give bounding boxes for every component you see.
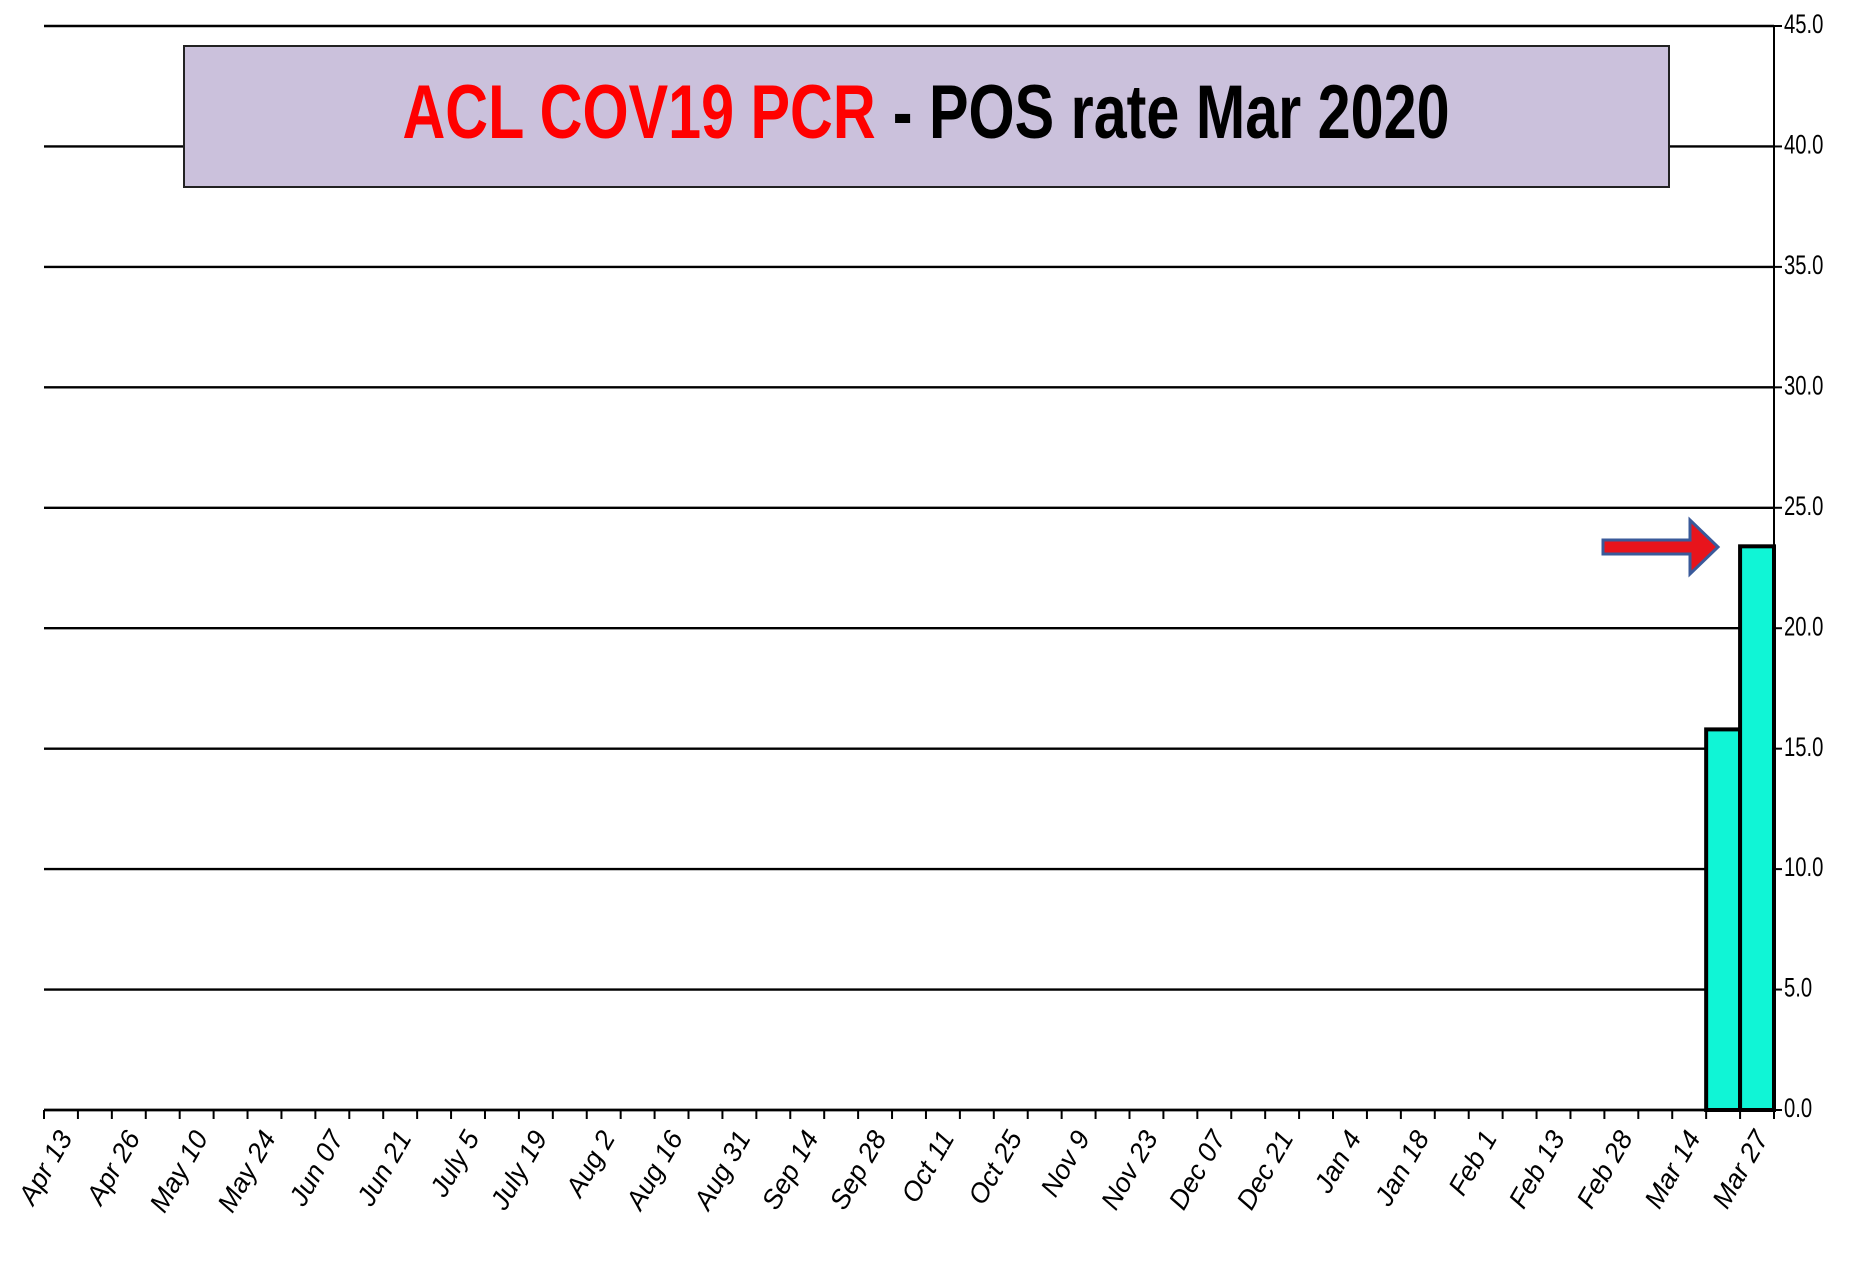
title-part: - POS rate Mar 2020 <box>893 70 1450 155</box>
x-tick-label: Dec 21 <box>1231 1126 1300 1215</box>
x-tick-label: Mar 27 <box>1706 1125 1774 1214</box>
y-tick-label: 25.0 <box>1784 491 1823 522</box>
x-tick-label: Feb 13 <box>1503 1126 1571 1214</box>
x-tick-label: Feb 1 <box>1443 1126 1504 1201</box>
y-tick-label: 35.0 <box>1784 250 1823 281</box>
y-tick-label: 15.0 <box>1784 732 1823 763</box>
x-tick-label: Aug 2 <box>559 1126 621 1204</box>
y-tick-label: 0.0 <box>1784 1093 1812 1124</box>
arrow <box>1601 516 1721 578</box>
x-tick-label: Mar 14 <box>1639 1126 1707 1214</box>
x-tick-label: Feb 28 <box>1571 1126 1639 1214</box>
bar <box>1738 544 1777 1112</box>
x-tick-label: Aug 31 <box>687 1126 757 1217</box>
x-tick-label: Apr 13 <box>12 1126 79 1212</box>
title-box <box>183 45 1670 188</box>
grid-layer <box>43 24 1782 1119</box>
y-tick-label: 5.0 <box>1784 973 1812 1004</box>
x-tick-label: Jan 4 <box>1308 1126 1368 1199</box>
x-tick-label: Oct 11 <box>896 1126 961 1208</box>
y-tick-label: 45.0 <box>1784 9 1823 40</box>
x-tick-label: July 19 <box>484 1126 553 1216</box>
x-tick-label: Dec 07 <box>1163 1125 1232 1215</box>
chart-title: ACL COV19 PCR - POS rate Mar 2020 <box>402 70 1449 155</box>
x-tick-label: May 10 <box>144 1126 214 1218</box>
bar <box>1704 727 1743 1112</box>
x-tick-label: Sep 28 <box>824 1126 893 1215</box>
x-tick-label: Aug 16 <box>619 1125 689 1217</box>
x-tick-label: Nov 9 <box>1035 1126 1096 1202</box>
x-tick-label: July 5 <box>424 1125 486 1203</box>
x-tick-label: Nov 23 <box>1095 1126 1164 1215</box>
y-tick-label: 20.0 <box>1784 612 1823 643</box>
x-tick-label: Oct 25 <box>962 1125 1028 1210</box>
y-tick-label: 10.0 <box>1784 852 1823 883</box>
x-tick-label: Sep 14 <box>756 1126 825 1215</box>
x-tick-label: Jun 21 <box>351 1126 418 1212</box>
x-tick-label: Jan 18 <box>1368 1126 1435 1212</box>
x-tick-label: May 24 <box>212 1126 282 1218</box>
x-tick-label: Apr 26 <box>79 1125 146 1211</box>
x-tick-label: Jun 07 <box>283 1125 351 1212</box>
y-tick-label: 30.0 <box>1784 371 1823 402</box>
y-tick-label: 40.0 <box>1784 130 1823 161</box>
title-part: ACL COV19 PCR <box>402 70 875 155</box>
